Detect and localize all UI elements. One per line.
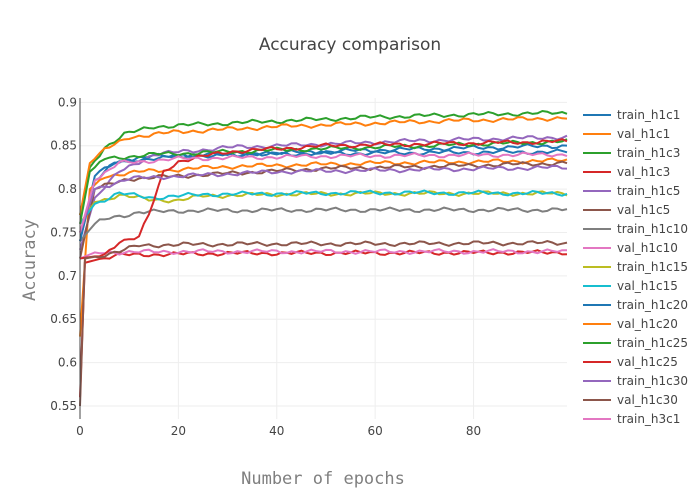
series-line-train_h1c15 [79,190,568,225]
y-tick-label: 0.55 [50,399,77,413]
series-line-val_h1c30 [79,240,568,407]
x-axis-title: Number of epochs [241,469,405,489]
y-tick-label: 0.75 [50,225,77,239]
series-layer [79,109,568,407]
legend-item: train_h3c1 [617,412,680,426]
y-axis-title: Accuracy [20,219,40,301]
series-line-train_h3c1 [79,151,568,233]
series-line-train_h1c25 [79,138,568,224]
x-tick-label: 0 [76,424,84,438]
x-tick-label: 40 [269,424,284,438]
legend-item: val_h1c1 [617,127,670,141]
y-tick-label: 0.8 [58,182,77,196]
series-line-train_h1c10 [79,206,568,242]
series-line-val_h1c3 [79,249,568,398]
x-tick-label: 20 [171,424,186,438]
y-tick-label: 0.65 [50,312,77,326]
y-tick-label: 0.9 [58,95,77,109]
legend-item: train_h1c20 [617,298,688,312]
legend-item: train_h1c10 [617,222,688,236]
x-tick-label: 80 [466,424,481,438]
legend-item: train_h1c15 [617,260,688,274]
legend-item: val_h1c25 [617,355,678,369]
series-line-val_h1c15 [79,189,568,225]
legend-item: val_h1c20 [617,317,678,331]
y-tick-label: 0.6 [58,356,77,370]
y-tick-label: 0.7 [58,269,77,283]
series-line-train_h1c30 [79,164,568,233]
x-tick-label: 60 [368,424,383,438]
series-line-train_h1c20 [79,143,568,242]
chart-title: Accuracy comparison [259,35,441,55]
legend-item: val_h1c10 [617,241,678,255]
series-line-train_h1c3 [79,109,568,216]
legend-item: val_h1c5 [617,203,670,217]
series-line-val_h1c1 [79,157,568,337]
legend-item: train_h1c3 [617,146,680,160]
legend: train_h1c1 val_h1c1 train_h1c3 val_h1c3trai… [583,108,688,426]
series-line-val_h1c10 [79,248,567,260]
series-line-val_h1c20 [79,116,568,216]
y-tick-label: 0.85 [50,139,77,153]
legend-item: val_h1c3 [617,165,670,179]
legend-item: train_h1c25 [617,336,688,350]
legend-item: train_h1c30 [617,374,688,388]
legend-item: train_h1c5 [617,184,680,198]
legend-item: val_h1c15 [617,279,678,293]
axis-layer: 0.55 0.6 0.65 0.7 0.75 0.8 0.85 0.9 0 20 40 60 80 [50,95,481,438]
legend-item: train_h1c1 [617,108,680,122]
legend-item: val_h1c30 [617,393,678,407]
